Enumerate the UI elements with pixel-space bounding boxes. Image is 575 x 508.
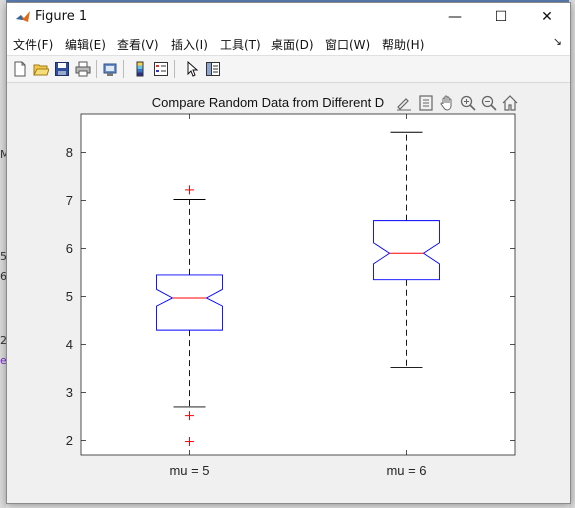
outlier-marker <box>185 437 194 447</box>
background-text: 6 <box>0 270 7 283</box>
menu-file[interactable]: 文件(F) <box>13 38 54 52</box>
zoom-in-icon[interactable] <box>459 94 477 112</box>
y-tick-label: 2 <box>66 433 73 448</box>
dock-arrow-icon[interactable]: ↘ <box>552 35 562 48</box>
figure-window: Figure 1 — ☐ ✕ 文件(F) 编辑(E) 查看(V) 插入(I) 工… <box>6 2 571 504</box>
menu-window[interactable]: 窗口(W) <box>325 38 371 52</box>
zoom-out-icon[interactable] <box>480 94 498 112</box>
menu-bar: 文件(F) 编辑(E) 查看(V) 插入(I) 工具(T) 桌面(D) 窗口(W… <box>7 31 570 56</box>
edit-plot-icon[interactable] <box>395 94 413 112</box>
notched-box <box>156 274 223 331</box>
pointer-icon[interactable] <box>183 60 201 78</box>
toolbar-separator <box>123 60 124 78</box>
menu-tools[interactable]: 工具(T) <box>220 38 261 52</box>
minimize-button[interactable]: — <box>432 3 478 31</box>
background-text: 2 <box>0 334 7 347</box>
data-tips-icon[interactable] <box>417 94 435 112</box>
background-left-panel <box>0 0 6 508</box>
matlab-logo-icon <box>16 11 30 22</box>
menu-help[interactable]: 帮助(H) <box>382 38 425 52</box>
menu-insert[interactable]: 插入(I) <box>171 38 208 52</box>
close-button[interactable]: ✕ <box>524 3 570 31</box>
save-icon[interactable] <box>53 60 71 78</box>
background-text: M <box>0 148 10 161</box>
y-tick-label: 5 <box>66 289 73 304</box>
boxplot-group <box>156 131 440 447</box>
notched-box <box>373 220 440 281</box>
minimize-icon: — <box>448 9 462 25</box>
chart-title: Compare Random Data from Different D <box>152 95 384 110</box>
window-title: Figure 1 <box>35 9 88 24</box>
figure-toolbar <box>7 56 570 83</box>
maximize-icon: ☐ <box>494 9 508 25</box>
y-tick-label: 3 <box>66 385 73 400</box>
print-preview-icon[interactable] <box>101 60 119 78</box>
new-figure-icon[interactable] <box>11 60 29 78</box>
outlier-marker <box>185 185 194 195</box>
box-1 <box>156 185 223 447</box>
y-tick-label: 7 <box>66 193 73 208</box>
background-text: 5 <box>0 250 7 263</box>
x-tick-label: mu = 5 <box>169 463 209 478</box>
boxplot-chart[interactable]: Compare Random Data from Different D 2 3 4… <box>7 83 570 503</box>
menu-desktop[interactable]: 桌面(D) <box>271 38 314 52</box>
home-icon[interactable] <box>501 94 519 112</box>
outlier-marker <box>185 411 194 421</box>
menu-edit[interactable]: 编辑(E) <box>65 38 106 52</box>
axes-box <box>80 113 516 456</box>
colorbar-icon[interactable] <box>131 60 149 78</box>
title-bar[interactable]: Figure 1 — ☐ ✕ <box>7 3 570 31</box>
box-2 <box>373 131 440 369</box>
toolbar-separator <box>174 60 175 78</box>
y-tick-label: 4 <box>66 337 73 352</box>
y-tick-label: 6 <box>66 241 73 256</box>
background-right-panel <box>569 0 575 508</box>
legend-icon[interactable] <box>152 60 170 78</box>
y-tick-label: 8 <box>66 145 73 160</box>
pan-icon[interactable] <box>438 94 456 112</box>
menu-view[interactable]: 查看(V) <box>117 38 159 52</box>
close-icon: ✕ <box>541 9 553 25</box>
print-icon[interactable] <box>74 60 92 78</box>
toolbar-separator <box>96 60 97 78</box>
y-axis: 2 3 4 5 6 7 8 <box>66 145 515 448</box>
maximize-button[interactable]: ☐ <box>478 3 524 31</box>
background-text: e <box>0 354 7 367</box>
property-inspector-icon[interactable] <box>204 60 222 78</box>
open-file-icon[interactable] <box>32 60 50 78</box>
x-tick-label: mu = 6 <box>386 463 426 478</box>
figure-canvas: Compare Random Data from Different D 2 3 4… <box>7 83 570 503</box>
x-axis: mu = 5 mu = 6 <box>169 114 427 478</box>
